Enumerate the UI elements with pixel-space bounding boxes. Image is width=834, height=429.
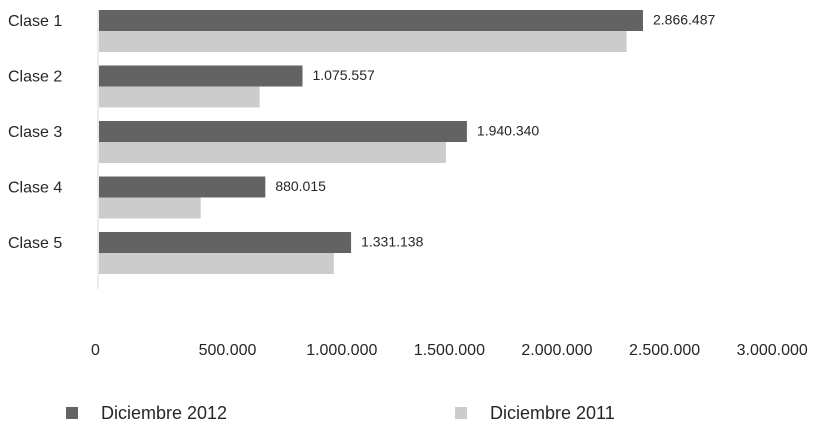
bar-dic-2011-clase-3 xyxy=(99,142,446,163)
x-tick-label-1: 500.000 xyxy=(199,342,257,359)
category-label-clase-2: Clase 2 xyxy=(8,69,62,86)
category-label-clase-5: Clase 5 xyxy=(8,235,62,252)
category-label-clase-3: Clase 3 xyxy=(8,124,62,141)
x-tick-label-2: 1.000.000 xyxy=(306,342,377,359)
legend-swatch-dic-2012 xyxy=(66,407,78,419)
data-label-clase-5: 1.331.138 xyxy=(361,234,423,250)
category-labels-group: Clase 1 Clase 2 Clase 3 Clase 4 Clase 5 xyxy=(8,13,62,252)
legend-swatch-dic-2011 xyxy=(455,407,467,419)
legend: Diciembre 2012 Diciembre 2011 xyxy=(66,403,615,423)
bar-dic-2011-clase-1 xyxy=(99,31,627,52)
bar-dic-2012-clase-4 xyxy=(99,176,266,198)
x-tick-label-5: 2.500.000 xyxy=(629,342,700,359)
category-label-clase-4: Clase 4 xyxy=(8,180,62,197)
x-tick-label-3: 1.500.000 xyxy=(414,342,485,359)
bar-dic-2012-clase-5 xyxy=(99,232,352,253)
bar-dic-2011-clase-2 xyxy=(99,86,260,108)
category-label-clase-1: Clase 1 xyxy=(8,13,62,30)
data-label-clase-4: 880.015 xyxy=(275,178,326,194)
bar-dic-2011-clase-4 xyxy=(99,197,201,219)
x-tick-labels-group: 0 500.000 1.000.000 1.500.000 2.000.000 2.500… xyxy=(91,342,808,359)
data-label-clase-3: 1.940.340 xyxy=(477,123,539,139)
data-label-clase-1: 2.866.487 xyxy=(653,12,715,28)
data-labels-group: 2.866.487 1.075.557 1.940.340 880.015 1.331.… xyxy=(275,12,715,250)
bar-dic-2011-clase-5 xyxy=(99,253,334,274)
legend-label-dic-2011: Diciembre 2011 xyxy=(490,403,615,423)
bar-dic-2012-clase-1 xyxy=(99,10,643,31)
bar-dic-2012-clase-3 xyxy=(99,121,467,142)
bars-group xyxy=(99,10,643,274)
x-tick-label-0: 0 xyxy=(91,342,100,359)
data-label-clase-2: 1.075.557 xyxy=(312,67,374,83)
bar-dic-2012-clase-2 xyxy=(99,65,303,87)
legend-label-dic-2012: Diciembre 2012 xyxy=(101,403,227,423)
x-tick-label-6: 3.000.000 xyxy=(737,342,808,359)
x-tick-label-4: 2.000.000 xyxy=(521,342,592,359)
